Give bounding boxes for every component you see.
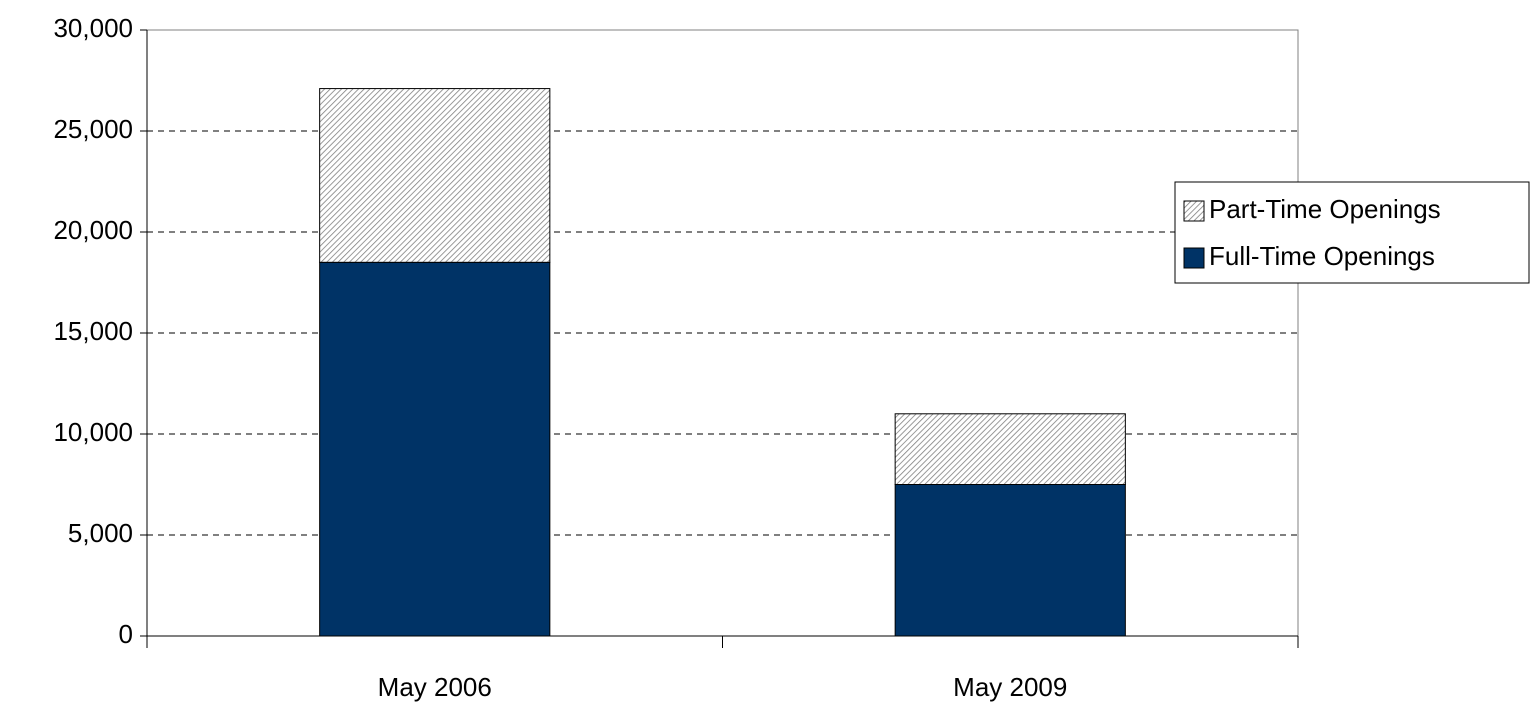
y-tick-label: 15,000 (53, 316, 133, 346)
y-tick-label: 10,000 (53, 417, 133, 447)
legend-swatch (1183, 200, 1205, 222)
legend-swatch (1183, 247, 1205, 269)
y-tick-label: 20,000 (53, 215, 133, 245)
bar-segment (319, 88, 551, 263)
y-tick-label: 5,000 (68, 518, 133, 548)
x-tick-label: May 2006 (378, 672, 492, 702)
y-tick-label: 25,000 (53, 114, 133, 144)
x-tick-label: May 2009 (953, 672, 1067, 702)
y-tick-label: 0 (119, 619, 133, 649)
bar-segment (894, 484, 1126, 637)
legend-label: Full-Time Openings (1209, 241, 1435, 271)
bar-segment (319, 261, 551, 637)
bar-segment (894, 413, 1126, 485)
legend-label: Part-Time Openings (1209, 194, 1441, 224)
legend-box (1174, 181, 1530, 284)
y-tick-label: 30,000 (53, 13, 133, 43)
